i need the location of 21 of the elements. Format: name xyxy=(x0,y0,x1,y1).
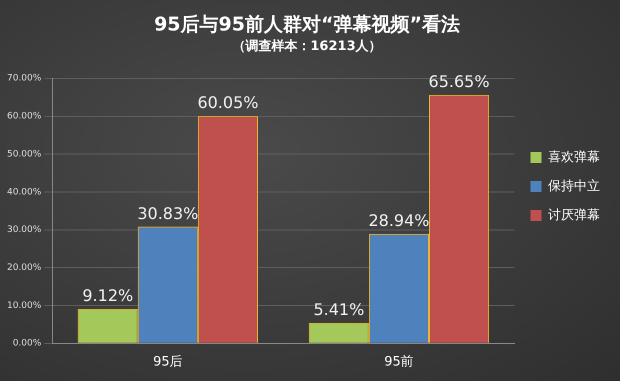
x-tick-label: 95后 xyxy=(153,354,183,370)
y-tick-label: 50.00% xyxy=(6,149,42,160)
x-tick-label: 95前 xyxy=(384,354,414,370)
data-label: 9.12% xyxy=(82,286,134,306)
legend-label: 喜欢弹幕 xyxy=(548,150,600,165)
data-label: 5.41% xyxy=(313,300,364,320)
chart-title: 95后与95前人群对“弹幕视频”看法 xyxy=(154,13,460,36)
y-tick-label: 40.00% xyxy=(6,187,42,198)
y-tick-label: 60.00% xyxy=(6,112,42,122)
y-tick-label: 30.00% xyxy=(6,225,42,236)
y-tick-label: 0.00% xyxy=(12,338,42,349)
data-label: 60.05% xyxy=(197,93,258,112)
legend-label: 讨厌弹幕 xyxy=(548,208,600,223)
chart-subtitle: （调查样本：16213人） xyxy=(232,38,382,54)
y-tick-label: 20.00% xyxy=(6,263,42,274)
legend-label: 保持中立 xyxy=(548,178,600,194)
data-label: 65.65% xyxy=(428,72,490,92)
data-label: 30.83% xyxy=(137,204,198,223)
data-label: 28.94% xyxy=(368,211,430,230)
y-tick-label: 70.00% xyxy=(6,74,42,84)
y-tick-label: 10.00% xyxy=(6,300,42,311)
